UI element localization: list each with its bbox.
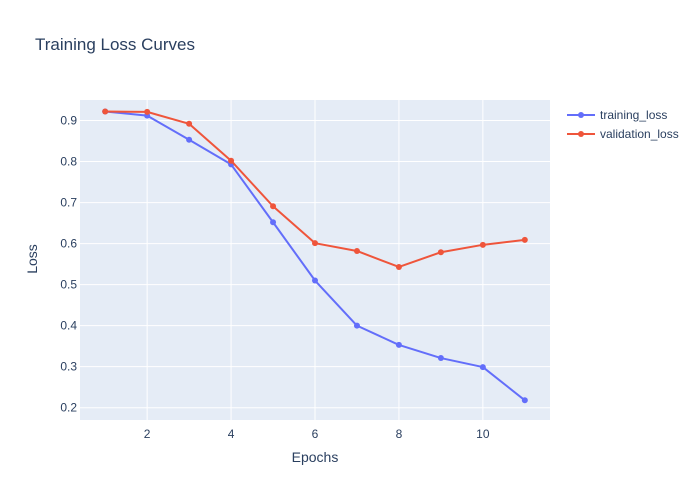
y-tick-label: 0.7 (60, 196, 77, 210)
data-point[interactable] (228, 157, 235, 164)
legend-swatch-marker (578, 112, 584, 118)
legend-label: training_loss (600, 108, 667, 122)
data-point[interactable] (270, 203, 277, 210)
data-point[interactable] (186, 136, 193, 143)
data-point[interactable] (521, 397, 528, 404)
x-axis-ticks: 2 4 6 8 10 (144, 427, 490, 441)
data-point[interactable] (395, 263, 402, 270)
y-tick-label: 0.5 (60, 278, 77, 292)
data-point[interactable] (144, 108, 151, 115)
x-axis-title: Epochs (292, 449, 339, 465)
legend-item-validation-loss[interactable]: validation_loss (567, 127, 679, 141)
x-tick-label: 8 (396, 427, 403, 441)
y-tick-label: 0.9 (60, 114, 77, 128)
data-point[interactable] (437, 355, 444, 362)
data-point[interactable] (479, 241, 486, 248)
grid-lines (80, 100, 550, 420)
data-point[interactable] (395, 341, 402, 348)
x-tick-label: 4 (228, 427, 235, 441)
y-tick-label: 0.4 (60, 319, 77, 333)
data-point[interactable] (312, 277, 318, 284)
data-point[interactable] (437, 249, 444, 256)
series-validation-loss (102, 108, 528, 270)
series-layer (102, 108, 528, 404)
data-point[interactable] (521, 236, 528, 243)
legend-label: validation_loss (600, 127, 679, 141)
y-tick-label: 0.2 (60, 401, 77, 415)
data-point[interactable] (353, 322, 360, 329)
legend-item-training-loss[interactable]: training_loss (567, 108, 667, 122)
data-point[interactable] (479, 364, 486, 371)
data-point[interactable] (353, 247, 360, 254)
y-axis-ticks: 0.2 0.3 0.4 0.5 0.6 0.7 0.8 0.9 (60, 114, 77, 415)
data-point[interactable] (312, 240, 318, 247)
y-tick-label: 0.6 (60, 237, 77, 251)
chart-title: Training Loss Curves (35, 35, 195, 54)
data-point[interactable] (186, 120, 193, 127)
x-tick-label: 6 (312, 427, 319, 441)
x-tick-label: 10 (476, 427, 490, 441)
y-tick-label: 0.3 (60, 360, 77, 374)
data-point[interactable] (270, 219, 277, 226)
x-tick-label: 2 (144, 427, 151, 441)
y-tick-label: 0.8 (60, 155, 77, 169)
legend-swatch-marker (578, 131, 584, 137)
data-point[interactable] (102, 108, 109, 115)
y-axis-title: Loss (24, 244, 40, 274)
legend[interactable]: training_loss validation_loss (567, 108, 679, 141)
